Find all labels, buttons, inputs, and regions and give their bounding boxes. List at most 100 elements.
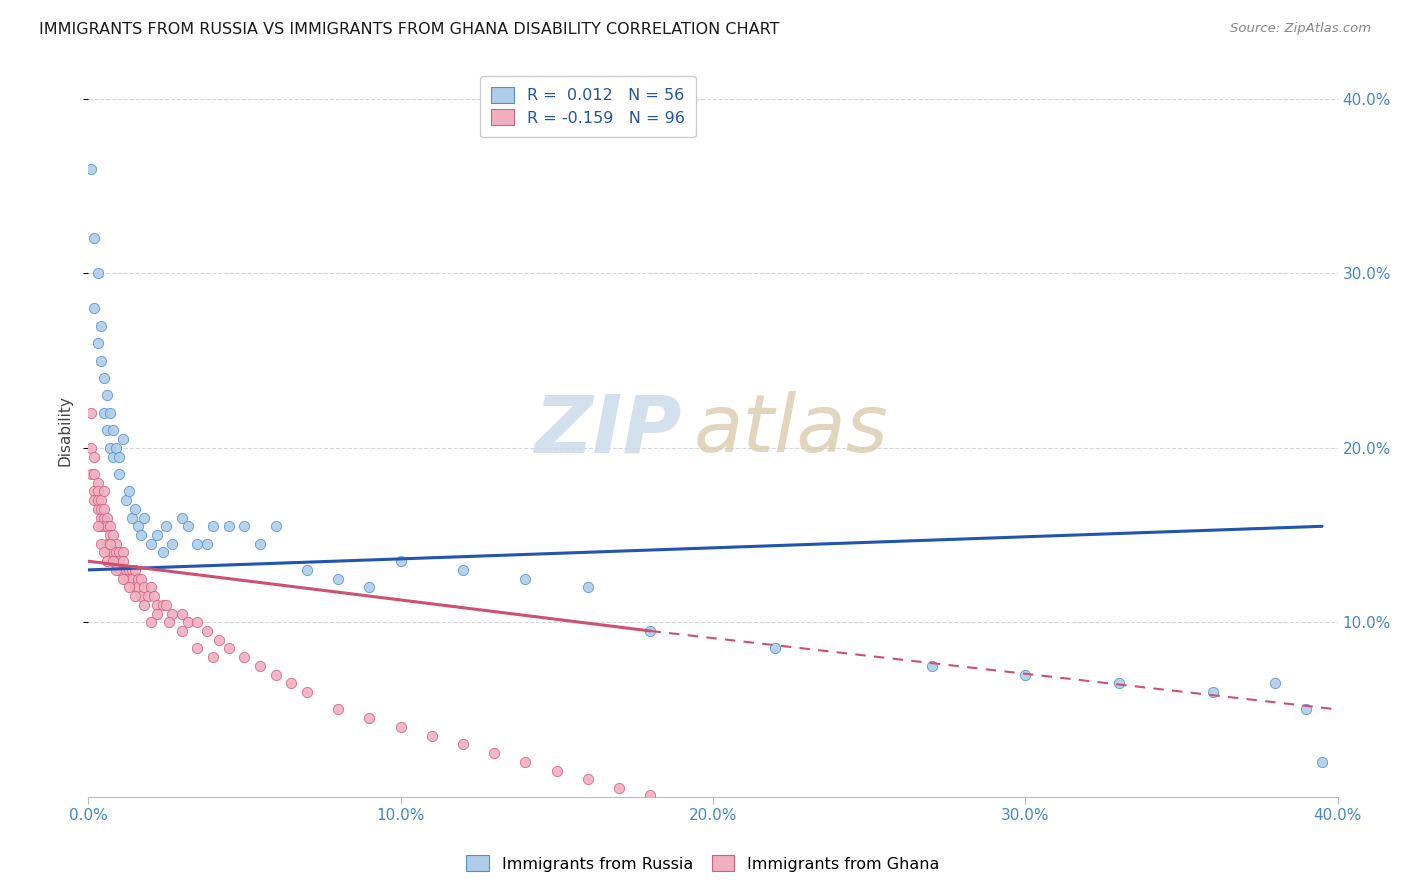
Point — [326, 572, 349, 586]
Point — [1014, 667, 1036, 681]
Point — [155, 598, 177, 612]
Point — [420, 729, 443, 743]
Point — [111, 572, 134, 586]
Point — [90, 353, 112, 368]
Point — [326, 702, 349, 716]
Point — [98, 441, 121, 455]
Point — [127, 572, 149, 586]
Point — [93, 510, 115, 524]
Point — [146, 528, 169, 542]
Point — [118, 484, 141, 499]
Point — [105, 563, 128, 577]
Point — [124, 563, 146, 577]
Point — [515, 572, 537, 586]
Point — [576, 580, 599, 594]
Point — [121, 563, 143, 577]
Point — [118, 563, 141, 577]
Point — [111, 432, 134, 446]
Point — [233, 650, 256, 665]
Point — [86, 266, 108, 280]
Point — [134, 510, 156, 524]
Point — [124, 589, 146, 603]
Point — [98, 528, 121, 542]
Point — [1310, 755, 1333, 769]
Point — [142, 589, 165, 603]
Point — [108, 545, 131, 559]
Point — [127, 580, 149, 594]
Point — [108, 563, 131, 577]
Point — [90, 493, 112, 508]
Point — [101, 450, 124, 464]
Point — [177, 615, 200, 630]
Text: Source: ZipAtlas.com: Source: ZipAtlas.com — [1230, 22, 1371, 36]
Point — [80, 441, 103, 455]
Point — [170, 624, 193, 638]
Point — [157, 615, 180, 630]
Point — [451, 563, 474, 577]
Point — [98, 537, 121, 551]
Point — [96, 423, 118, 437]
Point — [134, 580, 156, 594]
Point — [640, 788, 662, 802]
Point — [108, 554, 131, 568]
Point — [152, 545, 174, 559]
Point — [101, 545, 124, 559]
Point — [86, 475, 108, 490]
Point — [96, 554, 118, 568]
Point — [763, 641, 786, 656]
Point — [90, 501, 112, 516]
Point — [139, 537, 162, 551]
Point — [218, 641, 240, 656]
Legend: Immigrants from Russia, Immigrants from Ghana: Immigrants from Russia, Immigrants from … — [458, 847, 948, 880]
Point — [202, 519, 225, 533]
Point — [127, 519, 149, 533]
Point — [280, 676, 302, 690]
Point — [105, 537, 128, 551]
Point — [162, 537, 184, 551]
Point — [101, 554, 124, 568]
Point — [86, 484, 108, 499]
Point — [124, 580, 146, 594]
Point — [96, 510, 118, 524]
Point — [118, 580, 141, 594]
Point — [83, 450, 105, 464]
Point — [93, 519, 115, 533]
Point — [186, 641, 208, 656]
Point — [93, 371, 115, 385]
Point — [98, 545, 121, 559]
Point — [139, 580, 162, 594]
Point — [101, 528, 124, 542]
Point — [105, 554, 128, 568]
Legend: R =  0.012   N = 56, R = -0.159   N = 96: R = 0.012 N = 56, R = -0.159 N = 96 — [481, 76, 696, 136]
Point — [108, 467, 131, 481]
Point — [105, 441, 128, 455]
Point — [195, 537, 218, 551]
Point — [1108, 676, 1130, 690]
Point — [177, 519, 200, 533]
Point — [389, 720, 412, 734]
Point — [1295, 702, 1317, 716]
Point — [607, 780, 630, 795]
Point — [96, 388, 118, 402]
Point — [921, 658, 943, 673]
Point — [218, 519, 240, 533]
Point — [86, 336, 108, 351]
Point — [93, 406, 115, 420]
Point — [129, 572, 152, 586]
Point — [80, 161, 103, 176]
Point — [101, 423, 124, 437]
Point — [152, 598, 174, 612]
Point — [249, 658, 271, 673]
Point — [90, 537, 112, 551]
Point — [484, 746, 506, 760]
Point — [90, 318, 112, 333]
Point — [98, 537, 121, 551]
Point — [359, 580, 381, 594]
Point — [576, 772, 599, 787]
Point — [80, 406, 103, 420]
Point — [83, 467, 105, 481]
Point — [118, 572, 141, 586]
Point — [90, 510, 112, 524]
Y-axis label: Disability: Disability — [58, 395, 72, 466]
Point — [98, 519, 121, 533]
